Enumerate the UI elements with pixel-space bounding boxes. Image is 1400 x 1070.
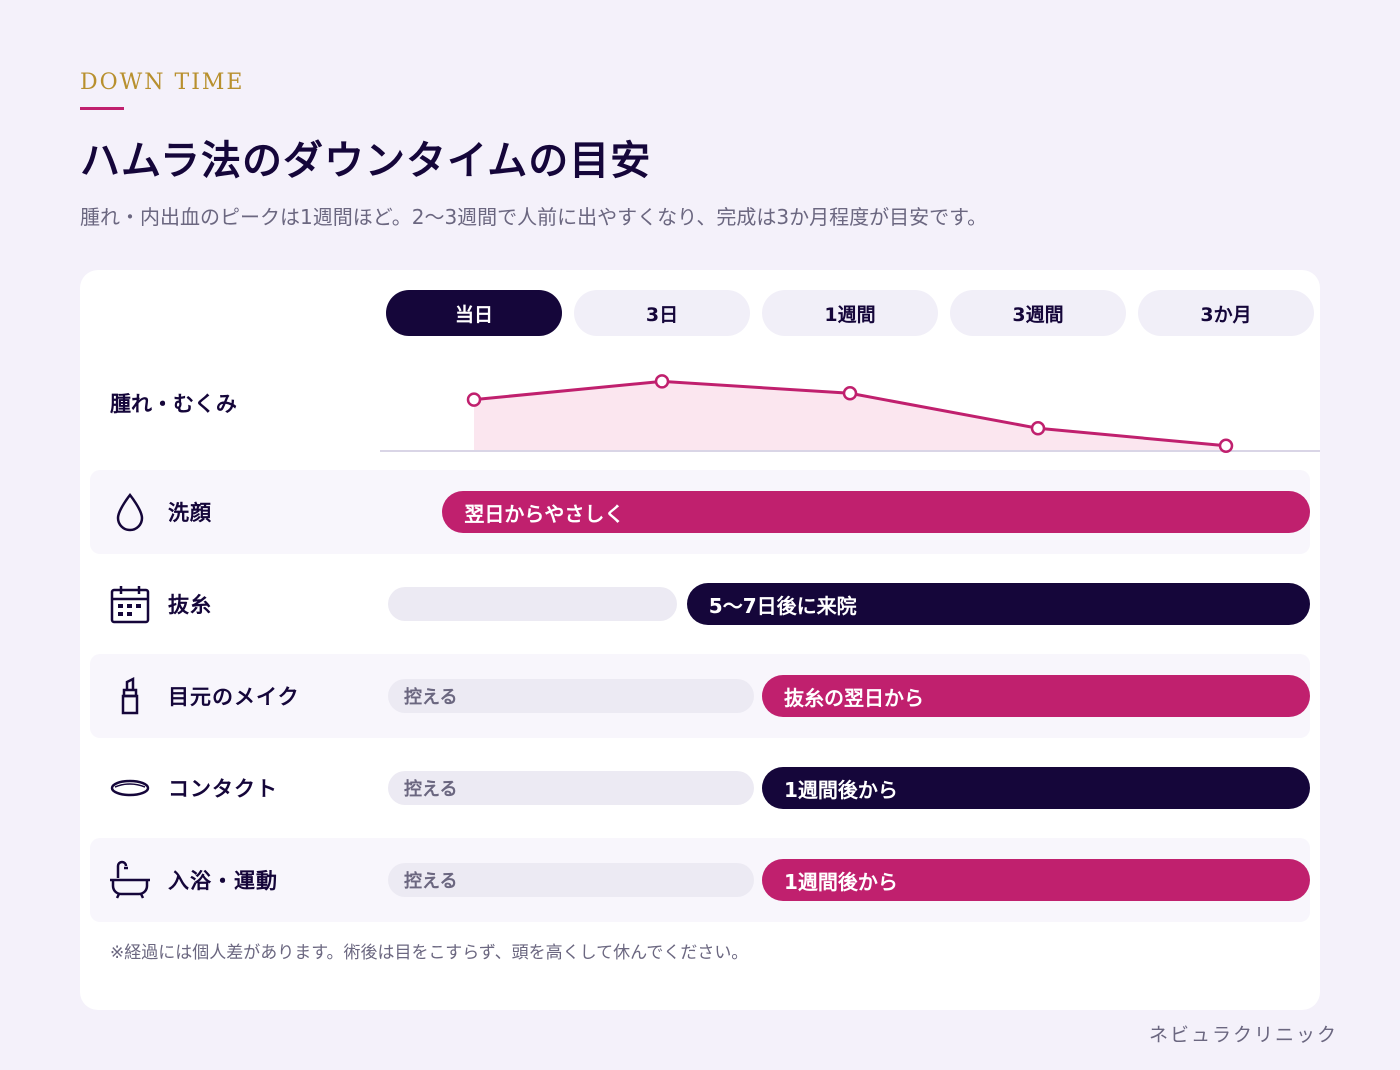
disclaimer-note: ※経過には個人差があります。術後は目をこすらず、頭を高くして休んでください。 <box>110 943 749 963</box>
activity-label: 入浴・運動 <box>168 869 278 893</box>
water-drop-icon <box>108 490 152 534</box>
swelling-point-4 <box>1218 438 1234 454</box>
allowed-bar: 1週間後から <box>762 859 1310 901</box>
swelling-point-1 <box>654 374 670 389</box>
calendar-icon <box>108 582 152 626</box>
bathtub-icon <box>108 858 152 902</box>
activity-row: 目元のメイク 控える 抜糸の翌日から <box>90 654 1310 738</box>
eyebrow-divider <box>80 107 124 110</box>
timeline-card: 当日 3日 1週間 3週間 3か月 腫れ・むくみ 洗顔 翌日からやさしく抜糸 5〜7日後に来… <box>80 270 1320 1010</box>
activity-label: 抜糸 <box>168 593 212 617</box>
eyebrow-label: DOWN TIME <box>80 70 245 95</box>
tab-period-4[interactable]: 3か月 <box>1138 290 1314 336</box>
tab-period-0[interactable]: 当日 <box>386 290 562 336</box>
swelling-point-2 <box>842 386 858 401</box>
tab-period-3[interactable]: 3週間 <box>950 290 1126 336</box>
activity-label: コンタクト <box>168 777 278 801</box>
activity-row: 入浴・運動 控える 1週間後から <box>90 838 1310 922</box>
activity-label: 洗顔 <box>168 501 212 525</box>
tab-period-2[interactable]: 1週間 <box>762 290 938 336</box>
allowed-bar: 1週間後から <box>762 767 1310 809</box>
page-subtitle: 腫れ・内出血のピークは1週間ほど。2〜3週間で人前に出やすくなり、完成は3か月程… <box>80 205 988 229</box>
allowed-bar: 翌日からやさしく <box>442 491 1310 533</box>
clinic-name: ネビュラクリニック <box>1148 1024 1338 1046</box>
allowed-bar: 抜糸の翌日から <box>762 675 1310 717</box>
restriction-bar: 控える <box>388 863 755 897</box>
page-title: ハムラ法のダウンタイムの目安 <box>80 138 652 184</box>
restriction-bar <box>388 587 678 621</box>
swelling-series-label: 腫れ・むくみ <box>110 392 237 416</box>
activity-row: 抜糸 5〜7日後に来院 <box>90 562 1310 646</box>
swelling-point-0 <box>466 392 482 407</box>
activity-label: 目元のメイク <box>168 685 300 709</box>
contact-lens-icon <box>108 766 152 810</box>
lipstick-icon <box>108 674 152 718</box>
tab-period-1[interactable]: 3日 <box>574 290 750 336</box>
swelling-point-3 <box>1030 421 1046 436</box>
activity-row: コンタクト 控える 1週間後から <box>90 746 1310 830</box>
restriction-bar: 控える <box>388 771 755 805</box>
allowed-bar: 5〜7日後に来院 <box>686 583 1310 625</box>
swelling-chart <box>380 374 1320 454</box>
restriction-bar: 控える <box>388 679 755 713</box>
activity-row: 洗顔 翌日からやさしく <box>90 470 1310 554</box>
